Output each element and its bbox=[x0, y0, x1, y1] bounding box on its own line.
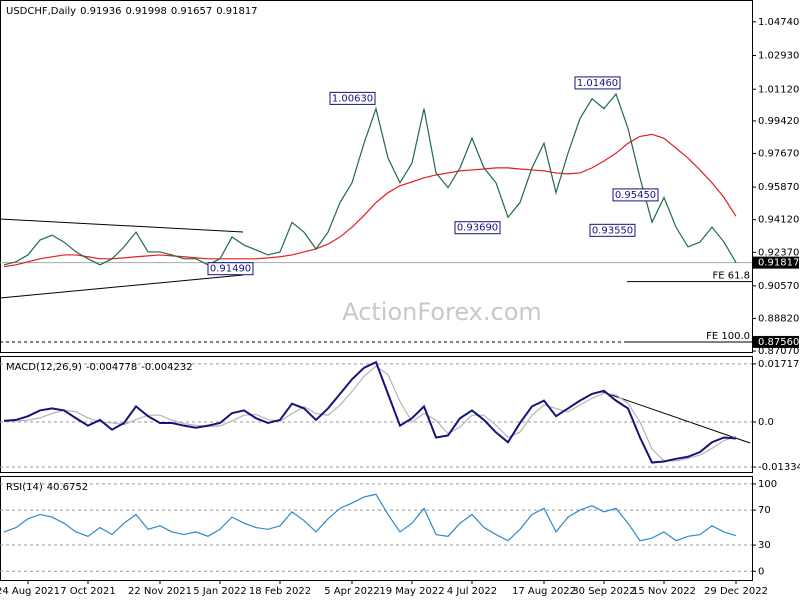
annotation-box bbox=[589, 223, 636, 237]
x-tick-label: 15 Nov 2022 bbox=[632, 586, 696, 597]
price-box-label: 0.91817 bbox=[758, 258, 799, 269]
x-tick-label: 7 Oct 2021 bbox=[60, 586, 115, 597]
y-tick-label: 0.017176 bbox=[758, 359, 800, 370]
annotation-box bbox=[329, 91, 376, 105]
x-tick-label: 24 Aug 2021 bbox=[0, 586, 60, 597]
y-tick-label: 0.95870 bbox=[758, 182, 799, 193]
macd-panel bbox=[0, 356, 753, 473]
price-box bbox=[753, 335, 799, 348]
y-tick-label: 0.94120 bbox=[758, 215, 799, 226]
y-tick-label: 0.92370 bbox=[758, 247, 799, 258]
x-tick-label: 5 Apr 2022 bbox=[324, 586, 379, 597]
x-tick-label: 22 Nov 2021 bbox=[128, 586, 192, 597]
readout-value: 0.91998 bbox=[125, 6, 166, 17]
y-tick-label: 1.01120 bbox=[758, 84, 799, 95]
trend-line bbox=[599, 390, 751, 444]
series-line bbox=[3, 133, 737, 268]
x-tick-label: 29 Dec 2022 bbox=[704, 586, 768, 597]
y-tick-label: 100 bbox=[758, 479, 777, 490]
y-tick-label: 0 bbox=[758, 566, 764, 577]
y-tick-label: 30 bbox=[758, 540, 771, 551]
annotation-label: 0.93690 bbox=[457, 223, 498, 234]
annotation-box bbox=[574, 76, 621, 90]
readout-value: -0.004232 bbox=[141, 362, 192, 373]
readout-value: -0.004778 bbox=[86, 362, 137, 373]
y-tick-label: 0.90570 bbox=[758, 281, 799, 292]
annotation-label: 1.01460 bbox=[577, 78, 618, 89]
y-tick-label: 70 bbox=[758, 505, 771, 516]
trend-line bbox=[0, 274, 244, 299]
x-tick-label: 19 May 2022 bbox=[379, 586, 444, 597]
price-box bbox=[753, 256, 799, 269]
trend-line bbox=[0, 218, 244, 233]
x-tick-label: 18 Feb 2022 bbox=[249, 586, 311, 597]
level-label: FE 61.8 bbox=[712, 271, 750, 282]
panel-title: MACD(12,26,9) -0.004778 -0.004232 bbox=[6, 362, 193, 373]
y-tick-label: 0.87070 bbox=[758, 346, 799, 357]
y-tick-label: 0.88820 bbox=[758, 313, 799, 324]
y-tick-label: 1.02930 bbox=[758, 51, 799, 62]
readout-value: 0.91936 bbox=[80, 6, 121, 17]
annotation-label: 0.91490 bbox=[210, 264, 251, 275]
panel-title-text: MACD(12,26,9) bbox=[6, 362, 82, 373]
y-tick-label: 0.99420 bbox=[758, 116, 799, 127]
rsi-panel bbox=[0, 476, 753, 581]
x-tick-label: 5 Jan 2022 bbox=[193, 586, 247, 597]
annotation-label: 0.95450 bbox=[615, 190, 656, 201]
panel-title: RSI(14) 40.6752 bbox=[6, 482, 88, 493]
y-tick-label: 1.04740 bbox=[758, 17, 799, 28]
series-line bbox=[3, 92, 737, 266]
annotation-label: 0.93550 bbox=[592, 225, 633, 236]
annotation-box bbox=[612, 188, 659, 202]
x-tick-label: 30 Sep 2022 bbox=[572, 586, 635, 597]
level-label: FE 100.0 bbox=[706, 331, 750, 342]
readout-value: 0.91817 bbox=[216, 6, 257, 17]
x-tick-label: 17 Aug 2022 bbox=[512, 586, 576, 597]
price-box-label: 0.87560 bbox=[758, 337, 799, 348]
watermark: ActionForex.com bbox=[342, 298, 542, 326]
panel-title: USDCHF,Daily 0.91936 0.91998 0.91657 0.91817 bbox=[6, 6, 258, 17]
readout-value: 0.91657 bbox=[171, 6, 212, 17]
annotation-box bbox=[454, 221, 501, 235]
series-line bbox=[3, 365, 737, 462]
y-tick-label: 0.0 bbox=[758, 417, 774, 428]
series-line bbox=[3, 360, 737, 464]
y-tick-label: -0.01334 bbox=[758, 462, 800, 473]
series-line bbox=[3, 493, 737, 542]
price-panel bbox=[0, 0, 753, 353]
panel-title-text: RSI(14) bbox=[6, 482, 43, 493]
annotation-label: 1.00630 bbox=[332, 93, 373, 104]
panel-title-text: USDCHF,Daily bbox=[6, 6, 76, 17]
readout-value: 40.6752 bbox=[47, 482, 88, 493]
x-tick-label: 4 Jul 2022 bbox=[447, 586, 497, 597]
annotation-box bbox=[207, 262, 254, 276]
y-tick-label: 0.97670 bbox=[758, 149, 799, 160]
